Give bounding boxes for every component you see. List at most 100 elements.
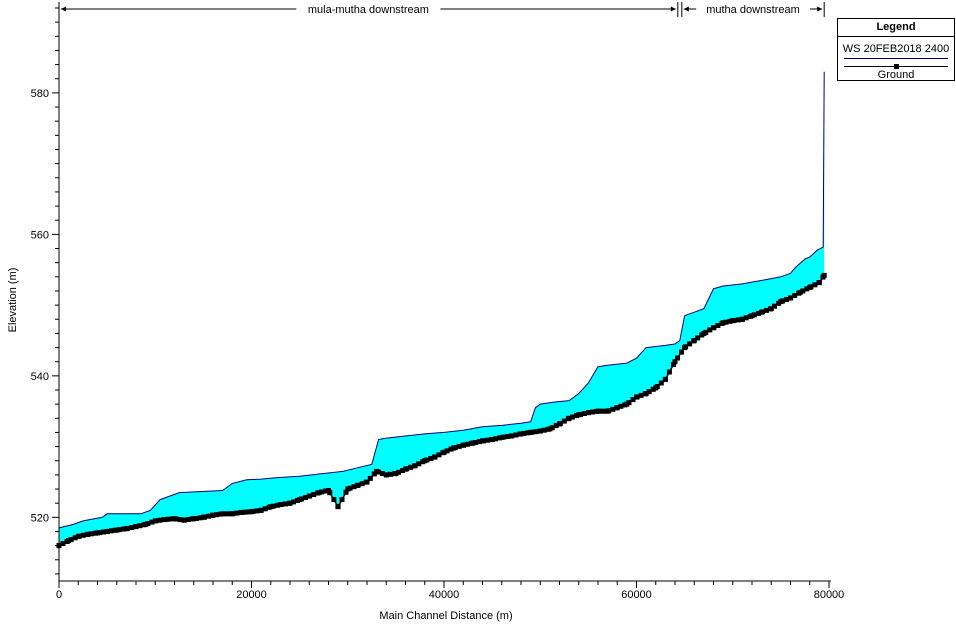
ground-point <box>525 430 531 436</box>
ground-point <box>727 318 733 324</box>
ground-point <box>323 488 329 494</box>
ground-point <box>80 532 86 538</box>
ground-point <box>460 442 466 448</box>
ground-point <box>630 397 636 403</box>
ground-point <box>400 468 406 473</box>
ground-point <box>367 475 373 481</box>
ground-point <box>485 437 490 443</box>
ground-point <box>262 506 268 512</box>
ground-point <box>595 408 601 414</box>
ground-point <box>658 380 664 386</box>
legend-title: Legend <box>838 19 954 37</box>
ground-point <box>117 527 123 533</box>
reach-arrowhead <box>683 6 689 12</box>
ground-point <box>287 500 293 506</box>
ground-point <box>643 391 649 396</box>
ground-point <box>788 295 793 301</box>
ground-point <box>412 463 418 469</box>
legend-ws-label: WS 20FEB2018 2400 <box>842 43 950 55</box>
ground-point <box>755 310 761 316</box>
ground-point <box>226 511 232 517</box>
ground-point <box>396 469 402 475</box>
ground-point <box>388 471 393 477</box>
ground-series <box>56 272 827 549</box>
ground-point <box>662 376 668 382</box>
ground-point <box>104 529 110 534</box>
ground-point <box>210 512 216 518</box>
ground-point <box>185 517 191 522</box>
ground-point <box>137 523 143 529</box>
x-tick-label: 60000 <box>621 589 652 601</box>
ground-point <box>590 409 596 415</box>
ground-point <box>172 516 177 522</box>
ground-point <box>505 434 511 439</box>
x-tick-label: 80000 <box>814 589 845 601</box>
ground-point <box>88 531 94 537</box>
ground-point <box>297 497 303 503</box>
ground-point <box>533 429 539 435</box>
ground-point <box>441 449 447 455</box>
ground-point <box>701 330 707 336</box>
ground-point <box>234 510 240 516</box>
ground-point <box>521 430 527 436</box>
ground-point <box>95 530 100 536</box>
ground-point <box>249 509 254 515</box>
ground-point <box>735 317 741 323</box>
ground-point <box>177 517 183 523</box>
ground-point <box>403 466 408 472</box>
ground-point <box>672 359 678 365</box>
ground-point <box>614 405 620 411</box>
ground-point <box>508 433 514 439</box>
ground-point <box>480 438 485 444</box>
ground-point <box>566 415 572 421</box>
reach-arrowhead <box>670 6 676 12</box>
x-tick-label: 40000 <box>429 589 460 601</box>
ground-point <box>220 511 226 517</box>
ground-point <box>101 529 106 535</box>
ground-point <box>553 423 559 429</box>
reach-label: mutha downstream <box>706 4 800 16</box>
ground-point <box>541 427 547 433</box>
legend: Legend WS 20FEB2018 2400 Ground <box>837 18 955 81</box>
ground-point <box>143 521 149 527</box>
ground-point <box>537 428 543 434</box>
ground-point <box>624 401 630 407</box>
ground-point <box>152 518 158 524</box>
ground-point <box>707 327 713 333</box>
ground-point <box>821 272 827 278</box>
ground-point <box>335 504 341 510</box>
axes: 0 20000 40000 60000 80000 520 540 560 580 <box>31 7 845 601</box>
ground-point <box>650 386 656 392</box>
ground-point <box>331 497 337 503</box>
ground-point <box>277 502 283 508</box>
ground-point <box>374 468 380 474</box>
ground-point <box>723 319 729 325</box>
ground-point <box>807 284 813 290</box>
ground-point <box>739 316 745 322</box>
ground-point <box>464 441 470 447</box>
x-tick-label: 0 <box>56 589 62 601</box>
reach-label: mula-mutha downstream <box>308 4 429 16</box>
ground-point <box>364 479 370 485</box>
ground-point <box>157 517 163 523</box>
ground-point <box>602 408 608 414</box>
ground-point <box>451 445 457 451</box>
ground-point <box>610 406 616 412</box>
ground-point <box>274 502 280 508</box>
y-tick-label: 560 <box>31 229 49 241</box>
ground-point <box>133 524 139 529</box>
ground-point <box>165 516 171 522</box>
ground-point <box>242 509 248 515</box>
ground-point <box>191 516 197 522</box>
y-tick-label: 540 <box>31 371 49 383</box>
legend-ground-label: Ground <box>877 69 915 81</box>
ground-point <box>569 414 575 420</box>
ground-point <box>691 338 697 343</box>
ground-point <box>345 486 351 492</box>
ground-point <box>291 499 296 505</box>
ground-point <box>816 280 822 285</box>
ground-point <box>618 403 624 409</box>
ground-point <box>200 514 206 520</box>
ground-point <box>428 456 434 461</box>
